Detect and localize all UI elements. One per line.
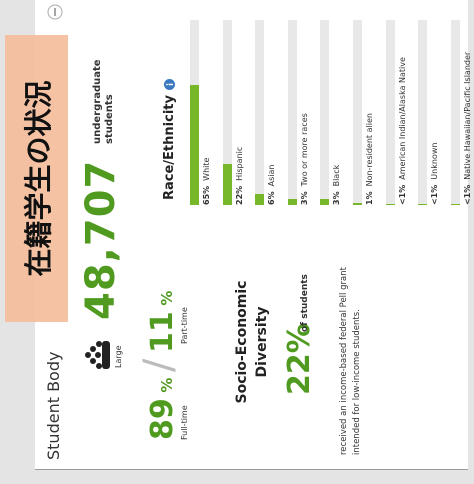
pell-value-label: of students xyxy=(300,274,310,332)
bar-category: White xyxy=(202,157,211,181)
socio-title: Socio-Economic Diversity xyxy=(234,280,270,404)
pell-value: 22% xyxy=(282,323,317,395)
bar-label: <1% Unknown xyxy=(430,143,439,205)
bar-track xyxy=(450,20,460,205)
bar-value-label: 3% xyxy=(332,191,342,205)
bar-track xyxy=(255,20,265,205)
race-title-wrap: Race/Ethnicity xyxy=(162,79,177,200)
race-title: Race/Ethnicity xyxy=(162,95,177,200)
bar-track xyxy=(385,20,395,205)
bar-category: Non-resident alien xyxy=(365,113,374,187)
enrollment-count: 48,707 xyxy=(78,159,124,320)
bar-value-label: 65% xyxy=(202,185,211,205)
bar-value-label: <1% xyxy=(430,184,440,205)
bar xyxy=(287,199,297,205)
bar-category: Two or more races xyxy=(299,113,309,187)
bar xyxy=(320,199,330,205)
bar-category: Hispanic xyxy=(234,146,244,181)
bar-category: Black xyxy=(332,164,342,187)
bar-track xyxy=(190,20,199,205)
part-time-label: Part-time xyxy=(180,307,189,344)
attendance: 89 % / 11 % xyxy=(136,291,182,440)
full-time-label: Full-time xyxy=(180,405,189,440)
bar-label: <1% American Indian/Alaska Native xyxy=(398,57,407,205)
bar-track xyxy=(320,20,330,205)
bar-track xyxy=(287,20,297,205)
size-label: Large xyxy=(114,345,123,368)
collapse-button[interactable] xyxy=(47,4,63,20)
separator: / xyxy=(136,358,182,373)
bar-label: 6% Asian xyxy=(267,165,276,205)
bar-label: 22% Hispanic xyxy=(235,147,244,205)
part-time-value: 11 xyxy=(145,311,180,353)
bar xyxy=(255,193,265,205)
bar-category: Native Hawaiian/Pacific Islander xyxy=(462,51,472,180)
bar-value-label: 22% xyxy=(234,185,244,205)
bar-label: 1% Non-resident alien xyxy=(365,113,374,205)
pell-description: received an income-based federal Pell gr… xyxy=(339,267,362,455)
overlay-title: 在籍学生の状況 xyxy=(5,35,68,322)
bar xyxy=(418,204,428,205)
bar-category: Asian xyxy=(267,164,277,187)
bar xyxy=(450,204,460,205)
bar xyxy=(353,203,362,205)
bar-value-label: 1% xyxy=(365,191,374,205)
bar-value-label: <1% xyxy=(397,184,407,205)
bar xyxy=(385,204,395,205)
bar-value-label: 3% xyxy=(299,191,309,205)
bar xyxy=(222,164,232,205)
bar-value-label: <1% xyxy=(462,184,472,205)
bar xyxy=(190,84,199,205)
bar-track xyxy=(353,20,362,205)
bar-track xyxy=(222,20,232,205)
bar-track xyxy=(418,20,428,205)
bar-label: 65% White xyxy=(202,158,211,205)
bar-category: American Indian/Alaska Native xyxy=(397,57,407,180)
unit: % xyxy=(158,377,176,393)
bar-category: Unknown xyxy=(430,142,440,180)
bar-label: 3% Black xyxy=(332,165,341,205)
bar-label: 3% Two or more races xyxy=(300,113,309,205)
bar-value-label: 6% xyxy=(267,191,277,205)
size-icon xyxy=(85,341,110,369)
enrollment-label: undergraduate students xyxy=(92,59,115,144)
bar-label: <1% Native Hawaiian/Pacific Islander xyxy=(463,52,472,205)
section-title: Student Body xyxy=(44,351,63,460)
info-icon[interactable] xyxy=(164,79,175,91)
unit: % xyxy=(158,290,176,306)
full-time-value: 89 xyxy=(145,398,180,440)
